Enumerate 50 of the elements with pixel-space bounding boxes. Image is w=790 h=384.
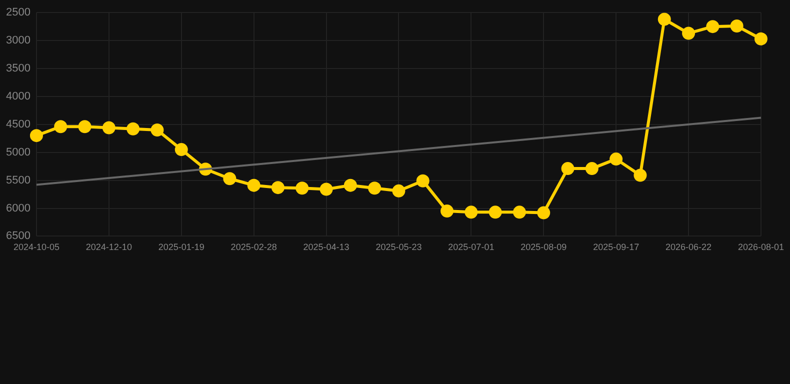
point bbox=[682, 26, 696, 40]
point bbox=[78, 120, 92, 134]
point bbox=[271, 181, 284, 194]
point bbox=[247, 178, 260, 192]
y-tick-label: 4000 bbox=[6, 90, 30, 102]
x-tick-label: 2025-09-17 bbox=[593, 242, 640, 252]
x-tick-label: 2025-02-28 bbox=[230, 242, 277, 252]
point bbox=[344, 178, 357, 192]
point bbox=[488, 206, 502, 219]
point bbox=[174, 143, 188, 156]
x-tick-label: 2025-05-23 bbox=[376, 242, 422, 252]
point bbox=[320, 182, 333, 196]
point bbox=[416, 174, 430, 188]
point bbox=[730, 20, 744, 33]
x-tick-label: 2026-06-22 bbox=[666, 242, 712, 252]
y-tick-label: 2500 bbox=[6, 6, 30, 19]
x-tick-label: 2026-08-01 bbox=[738, 242, 784, 252]
point bbox=[537, 206, 550, 220]
x-tick-label: 2025-04-13 bbox=[303, 242, 350, 252]
point bbox=[634, 168, 647, 182]
x-tick-label: 2024-12-10 bbox=[86, 242, 132, 252]
y-tick-label: 6000 bbox=[6, 202, 30, 214]
point bbox=[54, 120, 68, 134]
point bbox=[368, 182, 382, 195]
y-tick-label: 5500 bbox=[6, 174, 30, 186]
point bbox=[150, 123, 164, 136]
point bbox=[30, 129, 43, 142]
x-tick-label: 2025-01-19 bbox=[158, 242, 204, 252]
y-tick-label: 3000 bbox=[6, 34, 30, 47]
point bbox=[126, 122, 140, 136]
point bbox=[754, 32, 768, 46]
point bbox=[610, 152, 623, 166]
y-tick-label: 5000 bbox=[6, 146, 30, 158]
point bbox=[296, 182, 309, 195]
y-tick-label: 6500 bbox=[6, 230, 30, 242]
point bbox=[440, 204, 454, 218]
point bbox=[464, 206, 478, 219]
point bbox=[585, 162, 598, 176]
x-tick-label: 2025-08-09 bbox=[520, 242, 567, 252]
y-tick-label: 4500 bbox=[6, 118, 30, 130]
y-tick-label: 3500 bbox=[6, 62, 30, 75]
point bbox=[223, 172, 236, 186]
point bbox=[658, 12, 671, 26]
point bbox=[392, 184, 406, 198]
point bbox=[706, 20, 720, 34]
x-tick-label: 2025-07-01 bbox=[448, 242, 494, 252]
point bbox=[102, 121, 116, 134]
x-tick-label: 2024-10-05 bbox=[13, 242, 60, 252]
point bbox=[561, 162, 574, 176]
point bbox=[512, 206, 526, 219]
